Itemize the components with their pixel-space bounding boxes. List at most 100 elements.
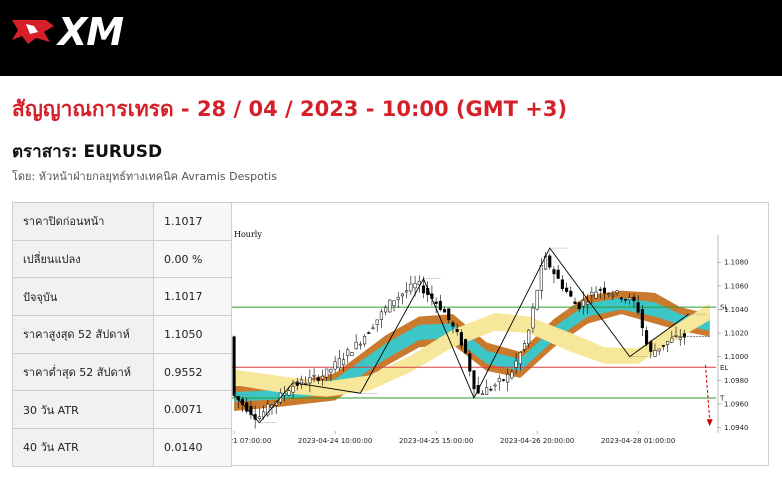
xm-logo-text: XM — [58, 10, 124, 54]
candle-body — [598, 289, 602, 291]
candle-body — [619, 297, 623, 300]
candle-body — [257, 416, 261, 420]
candle-body — [312, 374, 316, 377]
candle-body — [493, 384, 497, 387]
candle-body — [266, 403, 270, 416]
candle-body — [501, 379, 506, 381]
candle-body — [569, 290, 573, 297]
candle-body — [367, 332, 371, 334]
candle-body — [506, 374, 510, 383]
candle-body — [459, 332, 463, 346]
candle-body — [497, 378, 501, 383]
candle-body — [337, 358, 341, 369]
candle-body — [531, 307, 535, 329]
stat-value: 0.9552 — [153, 352, 232, 392]
candle-body — [287, 390, 291, 396]
candle-body — [552, 269, 556, 275]
stat-value: 1.1017 — [153, 202, 232, 241]
level-label-sl: SL — [720, 304, 728, 312]
candle-body — [678, 337, 682, 340]
candle-body — [291, 386, 295, 393]
level-label-tp: T — [719, 394, 725, 402]
candle-body — [628, 297, 632, 300]
stat-value: 0.00 % — [153, 239, 232, 279]
price-chart[interactable]: 1.0940 1.0960 1.0980 1.1000 1.1020 1.1040 1.10… — [231, 202, 769, 466]
candle-body — [594, 291, 598, 299]
candle-body — [249, 406, 253, 415]
price-tick-label: 1.0980 — [724, 377, 749, 385]
candle-body — [645, 330, 649, 345]
candle-body — [682, 333, 686, 338]
candle-body — [329, 369, 333, 373]
stats-row: เปลี่ยนแปลง 0.00 % — [12, 239, 232, 279]
time-tick-label: 2023-04-21 07:00:00 — [232, 437, 271, 445]
candle-body — [379, 311, 383, 320]
candle-body — [333, 361, 337, 370]
candle-body — [413, 283, 417, 289]
candle-body — [611, 294, 615, 297]
candle-body — [308, 377, 312, 384]
stat-label: ราคาสูงสุด 52 สัปดาห์ — [12, 315, 154, 354]
xm-logo[interactable]: XM — [10, 10, 130, 56]
candle-body — [388, 299, 392, 313]
stats-row: ปัจจุบัน 1.1017 — [12, 277, 232, 317]
price-tick-label: 1.1080 — [724, 259, 749, 267]
candle-body — [480, 393, 484, 396]
candle-body — [346, 349, 350, 356]
candle-body — [535, 290, 539, 310]
candle-body — [560, 279, 564, 289]
author-byline: โดย: หัวหน้าฝ่ายกลยุทธ์ทางเทคนิค Avramis… — [12, 170, 277, 183]
price-tick-label: 1.0960 — [724, 400, 749, 408]
candle-body — [539, 264, 543, 291]
stats-row: ราคาต่ำสุด 52 สัปดาห์ 0.9552 — [12, 352, 232, 392]
price-tick-label: 1.1040 — [724, 306, 749, 314]
instrument-title: ตราสาร: EURUSD — [12, 142, 163, 162]
candle-body — [354, 341, 358, 349]
candle-body — [565, 287, 569, 292]
stat-value: 1.1050 — [153, 315, 232, 354]
stats-row: 30 วัน ATR 0.0071 — [12, 390, 232, 430]
candle-body — [586, 301, 590, 305]
candle-body — [232, 336, 236, 396]
price-tick-label: 1.1060 — [724, 282, 749, 290]
candle-body — [371, 327, 375, 330]
time-tick-label: 2023-04-28 01:00:00 — [601, 437, 675, 445]
candle-body — [455, 328, 459, 333]
candle-body — [299, 379, 303, 385]
stat-value: 0.0071 — [153, 390, 232, 430]
candle-body — [623, 299, 628, 301]
candle-body — [451, 322, 455, 327]
candle-body — [434, 301, 438, 304]
candle-body — [514, 360, 518, 368]
candle-body — [653, 350, 657, 357]
time-tick-label: 2023-04-25 15:00:00 — [399, 437, 473, 445]
page-title: สัญญาณการเทรด - 28 / 04 / 2023 - 10:00 (… — [12, 97, 568, 121]
projection-arrow-line — [704, 364, 711, 421]
candle-body — [556, 269, 560, 279]
candle-body — [636, 302, 640, 313]
candle-body — [341, 359, 346, 365]
candle-body — [522, 343, 527, 350]
candle-body — [615, 290, 619, 294]
chart-canvas: 1.0940 1.0960 1.0980 1.1000 1.1020 1.1040 1.10… — [232, 230, 749, 445]
candle-body — [548, 255, 552, 268]
stat-label: ราคาปิดก่อนหน้า — [12, 202, 154, 241]
candle-body — [438, 300, 442, 310]
stat-value: 0.0140 — [153, 428, 232, 467]
header-bar: XM — [0, 0, 782, 76]
stat-label: เปลี่ยนแปลง — [12, 239, 154, 279]
candle-body — [489, 388, 493, 391]
level-label-el: EL — [720, 364, 728, 372]
candle-body — [409, 283, 413, 292]
candle-body — [577, 302, 581, 310]
price-tick-label: 1.1020 — [724, 330, 749, 338]
inner-cloud-band — [234, 297, 710, 402]
candle-body — [442, 309, 447, 313]
candle-body — [674, 335, 678, 337]
candle-body — [657, 348, 661, 352]
candle-body — [384, 307, 388, 313]
candle-body — [392, 300, 396, 307]
stats-row: ราคาปิดก่อนหน้า 1.1017 — [12, 202, 232, 241]
stats-table: ราคาปิดก่อนหน้า 1.1017 เปลี่ยนแปลง 0.00 % … — [12, 202, 232, 467]
stat-label: 30 วัน ATR — [12, 390, 154, 430]
